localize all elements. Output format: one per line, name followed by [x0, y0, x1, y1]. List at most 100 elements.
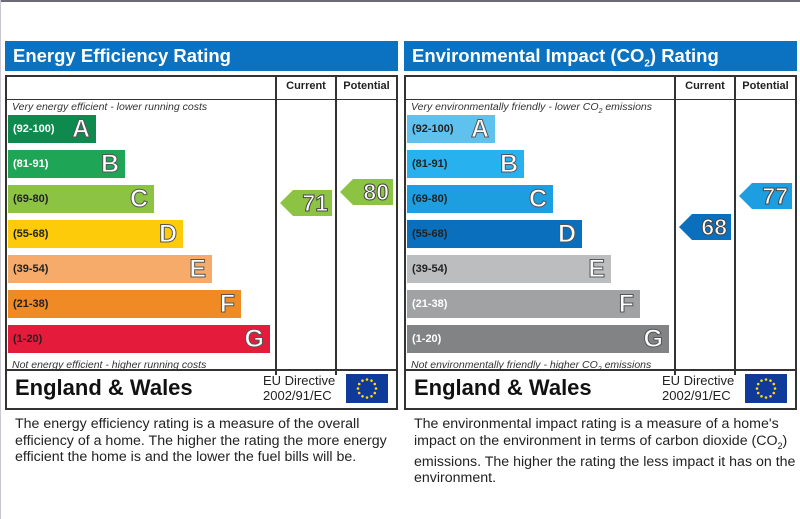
current-rating-value: 71: [302, 190, 329, 217]
rating-band-b: (81-91) B: [8, 150, 125, 179]
eu-directive-line1: EU Directive: [263, 373, 336, 388]
band-letter: C: [129, 185, 148, 214]
eu-directive: EU Directive 2002/91/EC: [263, 373, 335, 403]
rating-band-b: (81-91) B: [407, 150, 524, 179]
bottom-caption: Not environmentally friendly - higher CO…: [411, 359, 652, 374]
potential-rating-arrow: 80: [340, 179, 393, 206]
eu-star: [764, 378, 768, 381]
region-label: England & Wales: [414, 375, 592, 400]
rating-band-f: (21-38) F: [407, 290, 640, 319]
rating-band-g: (1-20) G: [8, 325, 270, 354]
band-letter: A: [71, 115, 90, 144]
band-range-label: (1-20): [412, 333, 442, 345]
band-range-label: (21-38): [13, 298, 49, 310]
rating-band-d: (55-68) D: [8, 220, 183, 249]
top-border: [0, 0, 800, 2]
eu-star: [755, 387, 759, 390]
eu-stars-icon: [356, 378, 378, 399]
left-border: [0, 0, 1, 519]
eu-star: [365, 396, 369, 399]
eu-stars-icon: [755, 378, 777, 399]
eu-star: [370, 394, 373, 398]
column-header-potential: Potential: [742, 80, 789, 92]
current-rating-arrow: 68: [679, 214, 731, 241]
band-letter: B: [499, 150, 518, 179]
rating-band-e: (39-54) E: [8, 255, 212, 284]
potential-arrow-shape: [739, 183, 792, 209]
band-range-label: (69-80): [13, 193, 49, 205]
eu-star: [760, 394, 763, 398]
eu-directive: EU Directive 2002/91/EC: [662, 373, 734, 403]
band-range-label: (92-100): [412, 123, 454, 135]
region-footer: England & Wales EU Directive 2002/91/EC: [7, 369, 396, 408]
eu-star: [756, 391, 760, 395]
potential-arrow-polygon: [340, 179, 393, 205]
current-arrow-shape: [280, 190, 332, 216]
eu-star: [760, 379, 763, 383]
band-range-label: (92-100): [13, 123, 55, 135]
band-range-label: (39-54): [13, 263, 49, 275]
column-divider: [734, 77, 736, 375]
eu-star: [772, 382, 776, 386]
rating-band-a: (92-100) A: [407, 115, 495, 144]
band-letter: C: [528, 185, 547, 214]
rating-band-e: (39-54) E: [407, 255, 611, 284]
top-caption: Very energy efficient - lower running co…: [12, 101, 208, 113]
eu-directive-line2: 2002/91/EC: [662, 388, 731, 403]
rating-band-f: (21-38) F: [8, 290, 241, 319]
eu-star: [361, 394, 364, 398]
rating-band-g: (1-20) G: [407, 325, 669, 354]
band-range-label: (1-20): [13, 333, 43, 345]
eu-star: [373, 391, 377, 395]
rating-band-a: (92-100) A: [8, 115, 96, 144]
band-range-label: (55-68): [412, 228, 448, 240]
environmental-impact-panel: Environmental Impact (CO2) Rating Current…: [404, 41, 797, 487]
current-rating-arrow: 71: [280, 190, 332, 217]
region-footer: England & Wales EU Directive 2002/91/EC: [406, 369, 795, 408]
current-arrow-shape: [679, 214, 731, 240]
header-divider: [7, 99, 396, 100]
eu-star: [373, 382, 377, 386]
band-range-label: (55-68): [13, 228, 49, 240]
rating-band-c: (69-80) C: [407, 185, 553, 214]
header-divider: [406, 99, 795, 100]
bottom-caption: Not energy efficient - higher running co…: [12, 359, 207, 371]
band-letter: G: [643, 325, 663, 354]
potential-arrow-shape: [340, 179, 393, 205]
current-arrow-polygon: [679, 214, 731, 240]
band-letter: E: [588, 255, 606, 284]
potential-rating-value: 80: [363, 179, 390, 206]
potential-rating-value: 77: [762, 183, 789, 210]
band-letter: D: [557, 220, 576, 249]
rating-table: Current Potential Very environmentally fri…: [404, 75, 797, 410]
rating-band-c: (69-80) C: [8, 185, 154, 214]
eu-star: [361, 379, 364, 383]
energy-efficiency-panel: Energy Efficiency Rating Current Potential…: [5, 41, 398, 466]
band-letter: G: [244, 325, 264, 354]
eu-star: [769, 394, 772, 398]
band-range-label: (81-91): [412, 158, 448, 170]
eu-flag-icon: [745, 374, 787, 403]
band-range-label: (69-80): [412, 193, 448, 205]
column-divider: [674, 77, 676, 375]
band-letter: E: [189, 255, 207, 284]
top-caption: Very environmentally friendly - lower CO…: [411, 101, 653, 116]
column-header-current: Current: [685, 80, 725, 92]
eu-star: [356, 387, 360, 390]
band-letter: A: [470, 115, 489, 144]
chart-title: Environmental Impact (CO2) Rating: [404, 41, 797, 71]
potential-rating-arrow: 77: [739, 183, 792, 210]
band-letter: B: [100, 150, 119, 179]
chart-title: Energy Efficiency Rating: [5, 41, 398, 71]
eu-flag-icon: [346, 374, 388, 403]
eu-directive-line2: 2002/91/EC: [263, 388, 332, 403]
potential-arrow-polygon: [739, 183, 792, 209]
band-letter: D: [158, 220, 177, 249]
eu-directive-line1: EU Directive: [662, 373, 735, 388]
region-label: England & Wales: [15, 375, 193, 400]
eu-star: [357, 391, 361, 395]
rating-table: Current Potential Very energy efficient - …: [5, 75, 398, 410]
eu-star: [772, 391, 776, 395]
band-letter: F: [219, 290, 235, 319]
rating-description: The energy efficiency rating is a measur…: [15, 416, 387, 465]
